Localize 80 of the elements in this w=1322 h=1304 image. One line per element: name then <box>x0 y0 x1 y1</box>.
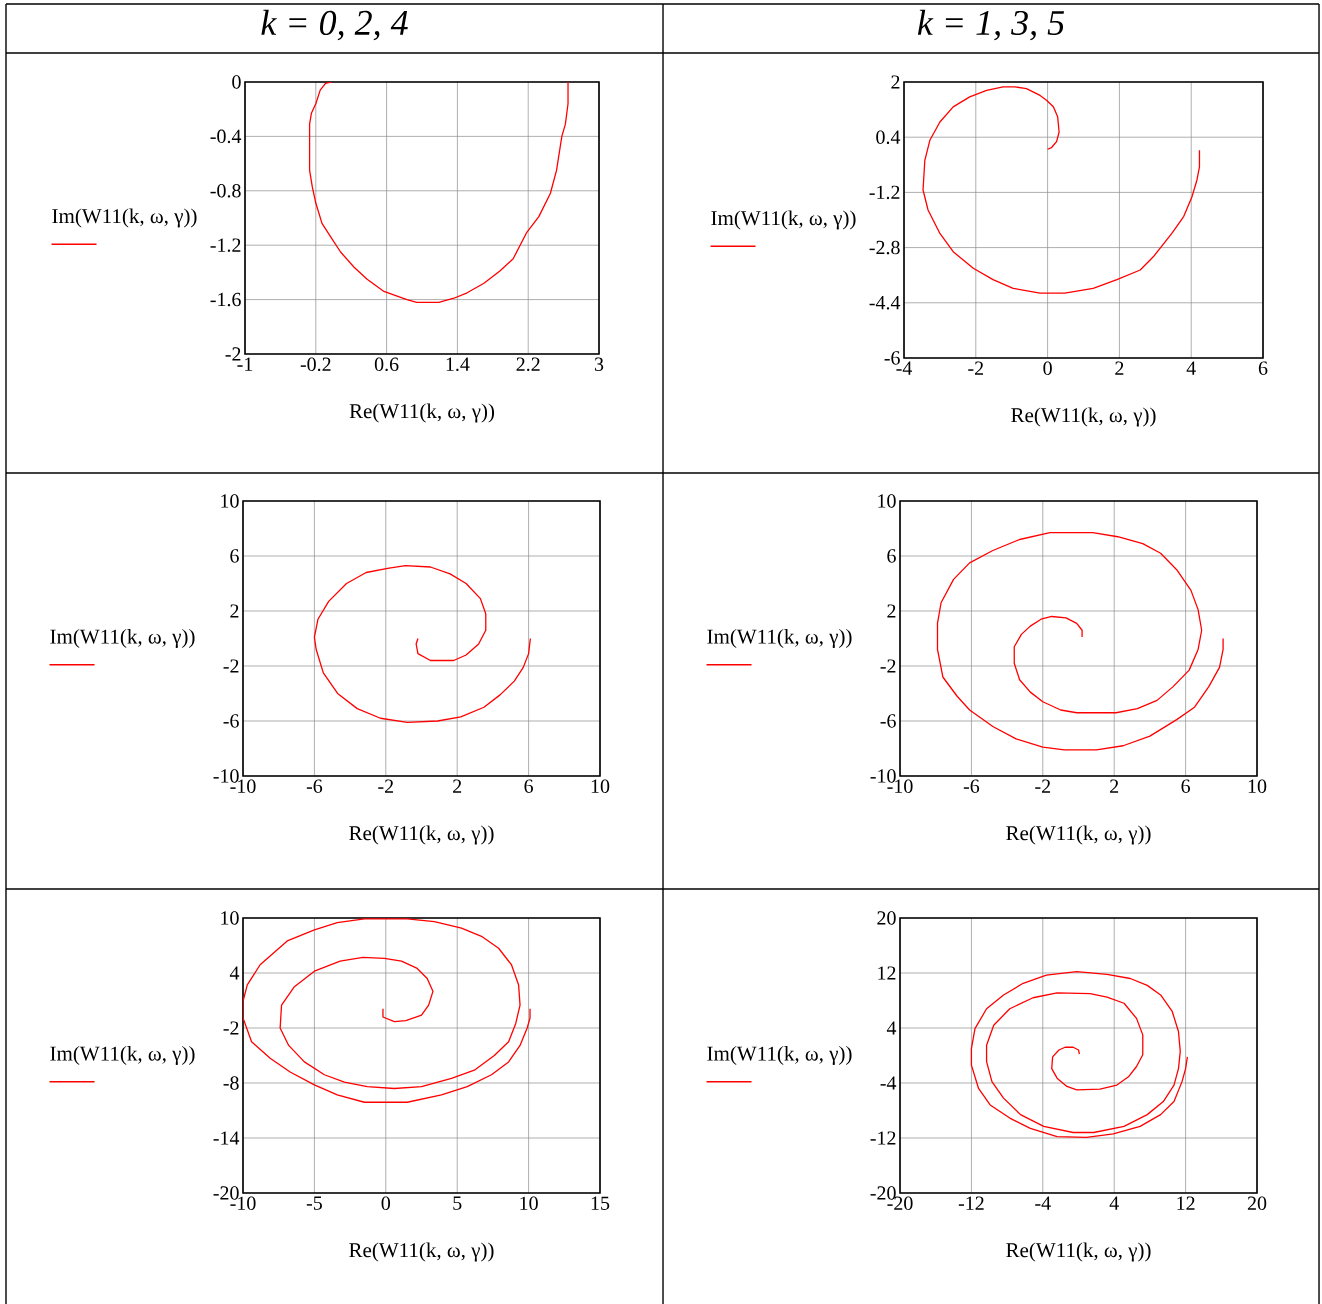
y-tick-label: -4.4 <box>869 296 901 310</box>
x-tick-label: 5 <box>453 1196 462 1210</box>
line-series <box>313 564 532 724</box>
y-tick-label: -1.2 <box>210 238 241 252</box>
y-tick-label: 2 <box>230 604 239 618</box>
y-tick-label: -1.6 <box>210 292 241 307</box>
x-tick-label: -2 <box>378 779 394 793</box>
x-tick-label: -4 <box>1035 1196 1051 1210</box>
y-tick-label: 4 <box>886 1021 897 1035</box>
x-tick-label: 0 <box>1043 361 1052 376</box>
x-tick-label: 4 <box>1109 1196 1119 1210</box>
y-tick-label: -12 <box>870 1131 896 1145</box>
x-tick-label: 10 <box>591 779 610 794</box>
x-tick-label: 20 <box>1247 1196 1267 1211</box>
x-tick-label: -2 <box>968 361 984 375</box>
chart-title: k = 0, 2, 4 <box>261 9 408 41</box>
x-tick-label: -6 <box>306 779 323 793</box>
x-tick-label: -12 <box>958 1196 984 1210</box>
y-tick-label: 10 <box>221 911 239 925</box>
x-tick-label: 2 <box>1115 361 1124 375</box>
x-tick-label: 2 <box>453 779 462 793</box>
x-tick-label: -2 <box>1035 779 1051 793</box>
x-tick-label: 6 <box>524 779 534 793</box>
line-series <box>970 970 1189 1138</box>
y-tick-label: 20 <box>877 911 896 925</box>
x-tick-label: 2 <box>1110 779 1119 793</box>
x-tick-label: -0.2 <box>300 357 331 372</box>
y-tick-label: 12 <box>878 966 896 980</box>
x-tick-label: 0.6 <box>374 357 399 372</box>
y-tick-label: 2 <box>891 75 900 89</box>
y-axis-title: Im(W11(k, ω, γ)) <box>50 628 195 648</box>
y-axis-title: Im(W11(k, ω, γ)) <box>707 1045 852 1065</box>
y-tick-label: -0.8 <box>210 184 241 198</box>
y-tick-label: -4 <box>880 1076 897 1090</box>
y-tick-label: 10 <box>878 494 896 508</box>
y-axis-title: Im(W11(k, ω, γ)) <box>707 628 852 648</box>
x-tick-label: 10 <box>520 1196 538 1211</box>
y-tick-label: -2 <box>223 1021 239 1035</box>
x-axis-title: Re(W11(k, ω, γ)) <box>349 403 495 423</box>
y-tick-label: -2.8 <box>869 240 900 255</box>
y-tick-label: 6 <box>230 549 239 563</box>
x-tick-label: 4 <box>1186 361 1196 375</box>
y-tick-label: 0.4 <box>876 130 901 144</box>
y-tick-label: -6 <box>223 714 239 728</box>
line-series <box>922 86 1201 294</box>
y-tick-label: 6 <box>887 549 896 563</box>
x-tick-label: -5 <box>306 1196 322 1210</box>
line-series <box>243 918 531 1103</box>
y-tick-label: -2 <box>880 659 896 673</box>
y-axis-title: Im(W11(k, ω, γ)) <box>52 208 197 228</box>
y-tick-label: -8 <box>223 1076 239 1090</box>
chart-title: k = 1, 3, 5 <box>917 9 1065 41</box>
x-tick-label: 3 <box>594 357 604 371</box>
y-tick-label: -14 <box>213 1131 240 1145</box>
x-axis-title: Re(W11(k, ω, γ)) <box>349 825 494 845</box>
y-tick-label: 2 <box>887 604 896 618</box>
y-tick-label: -2 <box>223 659 239 673</box>
x-axis-title: Re(W11(k, ω, γ)) <box>1006 825 1151 845</box>
y-tick-label: -0.4 <box>210 129 242 144</box>
line-series <box>936 531 1224 751</box>
y-tick-label: 10 <box>221 494 239 508</box>
x-axis-title: Re(W11(k, ω, γ)) <box>349 1242 494 1262</box>
y-axis-title: Im(W11(k, ω, γ)) <box>50 1045 195 1065</box>
x-axis-title: Re(W11(k, ω, γ)) <box>1011 407 1156 427</box>
x-axis-title: Re(W11(k, ω, γ)) <box>1006 1242 1151 1262</box>
y-tick-label: 0 <box>232 75 241 89</box>
x-tick-label: 10 <box>1248 779 1267 794</box>
y-axis-title: Im(W11(k, ω, γ)) <box>711 210 856 230</box>
x-tick-label: 1.4 <box>446 357 470 372</box>
x-tick-label: 0 <box>381 1196 391 1211</box>
x-tick-label: 6 <box>1181 779 1191 793</box>
x-tick-label: 12 <box>1177 1196 1195 1210</box>
x-tick-label: 6 <box>1258 361 1268 375</box>
x-tick-label: -6 <box>963 779 980 793</box>
line-series <box>308 81 569 303</box>
x-tick-label: 2.2 <box>516 357 540 372</box>
y-tick-label: -1.2 <box>869 185 900 200</box>
y-tick-label: -6 <box>880 714 896 728</box>
x-tick-label: 15 <box>591 1196 610 1210</box>
y-tick-label: 4 <box>229 966 240 980</box>
